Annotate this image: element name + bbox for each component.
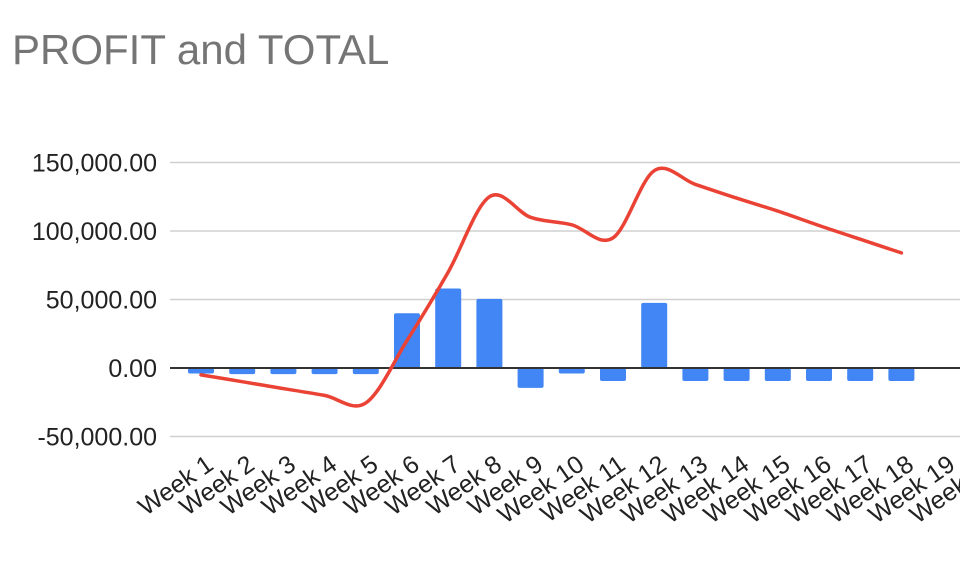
bar <box>682 368 709 382</box>
bar <box>847 368 874 382</box>
bar <box>888 368 915 382</box>
chart-title: PROFIT and TOTAL <box>12 26 389 73</box>
bar <box>352 368 379 375</box>
y-tick-label: 100,000.00 <box>32 218 157 246</box>
bar <box>188 368 214 374</box>
y-axis-tick-labels: 150,000.00 100,000.00 50,000.00 0.00 -50,000… <box>32 150 157 452</box>
bar <box>229 368 256 375</box>
gridlines <box>170 161 960 438</box>
bar <box>806 368 832 382</box>
bar-series <box>188 288 915 388</box>
y-tick-label: -50,000.00 <box>37 424 157 452</box>
y-tick-label: 0.00 <box>108 355 157 383</box>
bar <box>641 302 668 368</box>
bar <box>558 368 585 374</box>
bar <box>435 288 462 368</box>
bar <box>270 368 297 375</box>
bar <box>311 368 338 375</box>
series-line <box>199 166 904 408</box>
y-tick-label: 50,000.00 <box>46 287 157 315</box>
bar <box>517 368 544 388</box>
y-tick-label: 150,000.00 <box>32 150 157 178</box>
bar <box>723 368 750 382</box>
bar <box>600 368 626 382</box>
bar <box>764 368 791 382</box>
bar <box>476 298 503 368</box>
line-series <box>199 166 904 408</box>
